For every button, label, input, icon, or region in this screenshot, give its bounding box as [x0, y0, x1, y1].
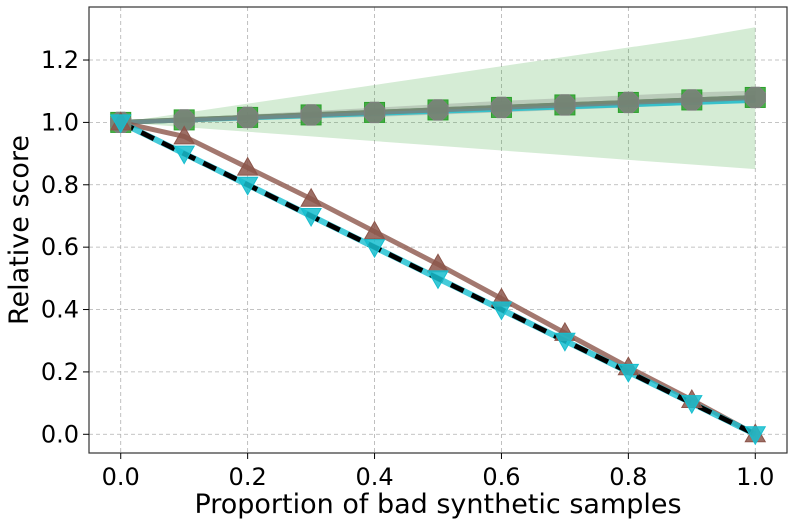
y-tick-label: 0.8: [41, 171, 79, 199]
data-point-octagon: [300, 104, 322, 126]
y-axis-label: Relative score: [4, 135, 35, 325]
data-point-triangle-up: [300, 187, 322, 207]
x-tick-label: 0.8: [609, 463, 647, 491]
data-point-triangle-down: [300, 207, 322, 227]
x-tick-label: 0.6: [482, 463, 520, 491]
y-tick-label: 1.0: [41, 108, 79, 136]
data-point-triangle-up: [363, 220, 386, 240]
data-point-triangle-down: [617, 363, 640, 383]
y-tick-label: 0.2: [41, 358, 79, 386]
confidence-band: [120, 27, 756, 170]
data-point-triangle-down: [680, 395, 703, 415]
y-tick-label: 0.4: [41, 296, 79, 324]
data-point-triangle-down: [173, 145, 196, 165]
plot-background: [89, 7, 787, 453]
x-tick-label: 0.2: [229, 463, 267, 491]
data-point-triangle-down: [490, 301, 513, 321]
data-point-triangle-up: [173, 125, 196, 145]
data-point-octagon: [744, 86, 766, 109]
data-point-triangle-down: [236, 176, 259, 196]
x-tick-label: 0.4: [355, 463, 393, 491]
data-point-octagon: [363, 101, 386, 124]
x-tick-label: 1.0: [736, 463, 774, 491]
y-tick-label: 0.0: [41, 420, 79, 448]
series-markers: [109, 86, 767, 446]
y-tick-label: 1.2: [41, 46, 79, 74]
plot-frame: [88, 6, 788, 454]
x-tick-label: 0.0: [102, 463, 140, 491]
data-point-triangle-down: [427, 270, 449, 290]
data-point-octagon: [427, 99, 449, 121]
y-tick-label: 0.6: [41, 233, 79, 261]
data-point-triangle-down: [744, 426, 767, 446]
data-point-octagon: [236, 106, 259, 129]
x-axis-ticks: 0.0 0.2 0.4 0.6 0.8 1.0: [102, 453, 774, 491]
data-point-triangle-down: [554, 332, 576, 352]
data-point-octagon: [617, 91, 640, 114]
data-point-octagon: [490, 96, 513, 119]
data-point-triangle-down: [363, 239, 386, 259]
data-point-triangle-up: [236, 156, 259, 176]
data-point-octagon: [681, 89, 703, 111]
data-point-octagon: [554, 94, 576, 116]
y-axis-ticks: 0.0 0.2 0.4 0.6 0.8 1.0 1.2: [41, 46, 89, 448]
data-point-triangle-down: [109, 114, 132, 134]
x-axis-label: Proportion of bad synthetic samples: [194, 489, 681, 520]
